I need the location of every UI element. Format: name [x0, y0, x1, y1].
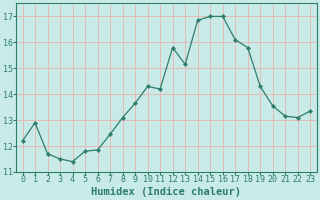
X-axis label: Humidex (Indice chaleur): Humidex (Indice chaleur) [92, 186, 241, 197]
